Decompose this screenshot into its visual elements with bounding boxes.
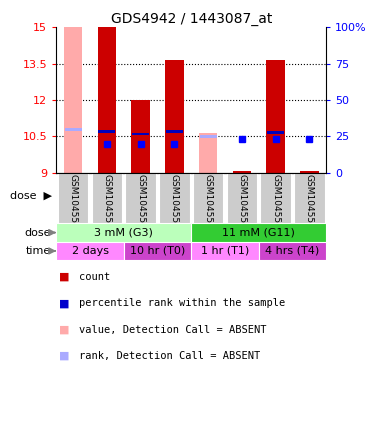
Bar bbox=[92, 173, 122, 223]
Bar bbox=[125, 173, 156, 223]
Bar bbox=[300, 171, 319, 173]
Bar bbox=[259, 242, 326, 260]
Bar bbox=[294, 173, 324, 223]
Bar bbox=[226, 173, 257, 223]
Bar bbox=[159, 173, 189, 223]
Title: GDS4942 / 1443087_at: GDS4942 / 1443087_at bbox=[111, 12, 272, 27]
Text: 1 hr (T1): 1 hr (T1) bbox=[201, 246, 249, 256]
Text: GSM1045562: GSM1045562 bbox=[69, 174, 78, 235]
Bar bbox=[58, 173, 88, 223]
Text: GSM1045574: GSM1045574 bbox=[136, 174, 145, 235]
Text: time: time bbox=[26, 246, 51, 256]
Text: ■: ■ bbox=[58, 298, 69, 308]
Text: ■: ■ bbox=[58, 272, 69, 282]
Bar bbox=[166, 130, 183, 133]
Bar bbox=[64, 128, 82, 131]
Text: 3 mM (G3): 3 mM (G3) bbox=[94, 228, 153, 238]
Bar bbox=[98, 130, 116, 133]
Text: ■: ■ bbox=[58, 351, 69, 361]
Text: GSM1045563: GSM1045563 bbox=[102, 174, 111, 235]
Text: GSM1045576: GSM1045576 bbox=[204, 174, 213, 235]
Bar bbox=[266, 60, 285, 173]
Bar bbox=[56, 223, 191, 242]
Text: 4 hrs (T4): 4 hrs (T4) bbox=[266, 246, 320, 256]
Bar bbox=[132, 132, 149, 135]
Text: 2 days: 2 days bbox=[72, 246, 108, 256]
Bar bbox=[165, 60, 184, 173]
Bar bbox=[260, 173, 291, 223]
Text: rank, Detection Call = ABSENT: rank, Detection Call = ABSENT bbox=[79, 351, 260, 361]
Text: 10 hr (T0): 10 hr (T0) bbox=[130, 246, 185, 256]
Text: ■: ■ bbox=[58, 324, 69, 335]
Bar bbox=[64, 27, 82, 173]
Bar bbox=[232, 171, 251, 173]
Bar bbox=[191, 223, 326, 242]
Bar bbox=[98, 27, 116, 173]
Bar bbox=[124, 242, 191, 260]
Bar bbox=[56, 242, 124, 260]
Text: GSM1045577: GSM1045577 bbox=[237, 174, 246, 235]
Text: value, Detection Call = ABSENT: value, Detection Call = ABSENT bbox=[79, 324, 266, 335]
Text: GSM1045578: GSM1045578 bbox=[271, 174, 280, 235]
Text: 11 mM (G11): 11 mM (G11) bbox=[222, 228, 295, 238]
Bar bbox=[199, 133, 217, 173]
Bar bbox=[193, 173, 224, 223]
Text: dose  ▶: dose ▶ bbox=[10, 191, 53, 201]
Text: dose: dose bbox=[25, 228, 51, 238]
Bar bbox=[131, 100, 150, 173]
Text: percentile rank within the sample: percentile rank within the sample bbox=[79, 298, 285, 308]
Text: GSM1045575: GSM1045575 bbox=[170, 174, 179, 235]
Bar bbox=[191, 242, 259, 260]
Bar bbox=[200, 135, 217, 137]
Text: count: count bbox=[79, 272, 110, 282]
Text: GSM1045579: GSM1045579 bbox=[305, 174, 314, 235]
Bar bbox=[267, 132, 284, 134]
